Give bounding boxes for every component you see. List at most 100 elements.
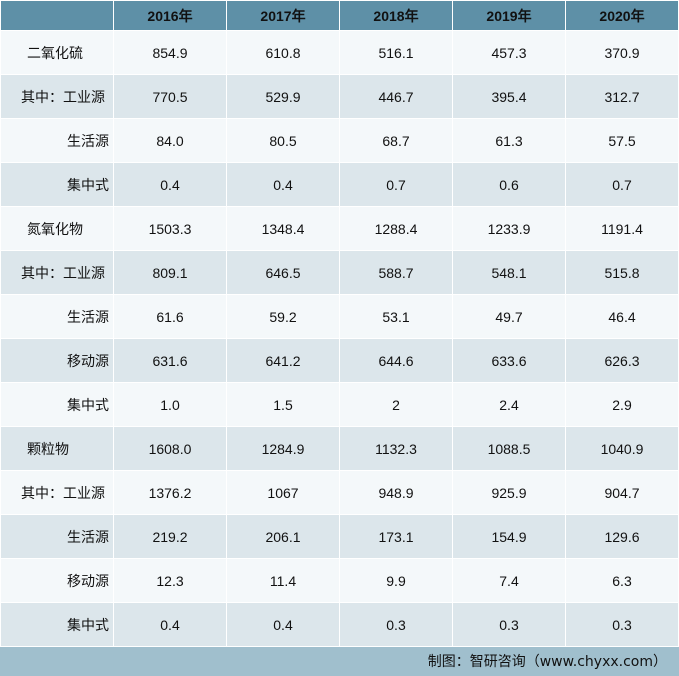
- table-row: 移动源 631.6 641.2 644.6 633.6 626.3: [0, 338, 679, 383]
- table-cell: 1191.4: [565, 206, 679, 251]
- table-cell: 904.7: [565, 470, 679, 515]
- table-cell: 0.4: [226, 162, 340, 207]
- table-cell: 548.1: [452, 250, 566, 295]
- table-row: 二氧化硫 854.9 610.8 516.1 457.3 370.9: [0, 30, 679, 75]
- table-cell: 1088.5: [452, 426, 566, 471]
- row-label: 集中式: [0, 602, 114, 647]
- table-cell: 948.9: [339, 470, 453, 515]
- table-cell: 395.4: [452, 74, 566, 119]
- table-row: 集中式 0.4 0.4 0.7 0.6 0.7: [0, 162, 679, 207]
- table-cell: 515.8: [565, 250, 679, 295]
- table-cell: 2: [339, 382, 453, 427]
- table-cell: 610.8: [226, 30, 340, 75]
- table-cell: 588.7: [339, 250, 453, 295]
- table-row: 其中：工业源 809.1 646.5 588.7 548.1 515.8: [0, 250, 679, 295]
- table-row: 其中：工业源 1376.2 1067 948.9 925.9 904.7: [0, 470, 679, 515]
- table-cell: 0.3: [565, 602, 679, 647]
- table-cell: 1503.3: [113, 206, 227, 251]
- table-cell: 312.7: [565, 74, 679, 119]
- table-cell: 854.9: [113, 30, 227, 75]
- table-cell: 59.2: [226, 294, 340, 339]
- table-cell: 0.3: [452, 602, 566, 647]
- row-label: 生活源: [0, 514, 114, 559]
- table-cell: 1376.2: [113, 470, 227, 515]
- table-cell: 809.1: [113, 250, 227, 295]
- table-cell: 770.5: [113, 74, 227, 119]
- table-cell: 925.9: [452, 470, 566, 515]
- table-row: 集中式 0.4 0.4 0.3 0.3 0.3: [0, 602, 679, 647]
- row-label: 集中式: [0, 382, 114, 427]
- table-row: 氮氧化物 1503.3 1348.4 1288.4 1233.9 1191.4: [0, 206, 679, 251]
- header-corner: [0, 0, 114, 31]
- column-header: 2016年: [113, 0, 227, 31]
- table-cell: 2.9: [565, 382, 679, 427]
- table-cell: 219.2: [113, 514, 227, 559]
- row-label: 生活源: [0, 118, 114, 163]
- table-cell: 1288.4: [339, 206, 453, 251]
- table-cell: 1284.9: [226, 426, 340, 471]
- table-cell: 1067: [226, 470, 340, 515]
- table-cell: 6.3: [565, 558, 679, 603]
- row-label: 颗粒物: [0, 426, 114, 471]
- table-row: 颗粒物 1608.0 1284.9 1132.3 1088.5 1040.9: [0, 426, 679, 471]
- table-cell: 446.7: [339, 74, 453, 119]
- row-label: 集中式: [0, 162, 114, 207]
- column-header: 2020年: [565, 0, 679, 31]
- table-cell: 7.4: [452, 558, 566, 603]
- table-cell: 631.6: [113, 338, 227, 383]
- table-cell: 516.1: [339, 30, 453, 75]
- table-cell: 129.6: [565, 514, 679, 559]
- table-row: 移动源 12.3 11.4 9.9 7.4 6.3: [0, 558, 679, 603]
- column-header: 2019年: [452, 0, 566, 31]
- table-cell: 644.6: [339, 338, 453, 383]
- table-cell: 0.3: [339, 602, 453, 647]
- row-label: 其中：工业源: [0, 74, 114, 119]
- table-cell: 1608.0: [113, 426, 227, 471]
- row-label: 移动源: [0, 558, 114, 603]
- column-header: 2017年: [226, 0, 340, 31]
- table-cell: 1040.9: [565, 426, 679, 471]
- row-label: 其中：工业源: [0, 250, 114, 295]
- emissions-table: 2016年 2017年 2018年 2019年 2020年 二氧化硫 854.9 610.8…: [0, 0, 679, 647]
- table-cell: 1348.4: [226, 206, 340, 251]
- table-cell: 49.7: [452, 294, 566, 339]
- table-cell: 0.7: [565, 162, 679, 207]
- row-label: 氮氧化物: [0, 206, 114, 251]
- table-cell: 61.3: [452, 118, 566, 163]
- table-cell: 641.2: [226, 338, 340, 383]
- table-cell: 0.4: [113, 162, 227, 207]
- table-cell: 84.0: [113, 118, 227, 163]
- table-row: 集中式 1.0 1.5 2 2.4 2.9: [0, 382, 679, 427]
- row-label: 其中：工业源: [0, 470, 114, 515]
- table-row: 生活源 84.0 80.5 68.7 61.3 57.5: [0, 118, 679, 163]
- table-cell: 2.4: [452, 382, 566, 427]
- table-cell: 68.7: [339, 118, 453, 163]
- table-row: 生活源 219.2 206.1 173.1 154.9 129.6: [0, 514, 679, 559]
- row-label: 生活源: [0, 294, 114, 339]
- row-label: 移动源: [0, 338, 114, 383]
- table-cell: 9.9: [339, 558, 453, 603]
- table-cell: 0.7: [339, 162, 453, 207]
- table-cell: 12.3: [113, 558, 227, 603]
- table-cell: 370.9: [565, 30, 679, 75]
- table-cell: 46.4: [565, 294, 679, 339]
- table-cell: 206.1: [226, 514, 340, 559]
- table-cell: 529.9: [226, 74, 340, 119]
- table-cell: 633.6: [452, 338, 566, 383]
- table-cell: 457.3: [452, 30, 566, 75]
- table-cell: 0.6: [452, 162, 566, 207]
- table-cell: 1132.3: [339, 426, 453, 471]
- table-cell: 626.3: [565, 338, 679, 383]
- table-cell: 80.5: [226, 118, 340, 163]
- table-cell: 57.5: [565, 118, 679, 163]
- table-cell: 646.5: [226, 250, 340, 295]
- table-cell: 53.1: [339, 294, 453, 339]
- column-header: 2018年: [339, 0, 453, 31]
- table-cell: 173.1: [339, 514, 453, 559]
- table-row: 生活源 61.6 59.2 53.1 49.7 46.4: [0, 294, 679, 339]
- table-cell: 1.5: [226, 382, 340, 427]
- row-label: 二氧化硫: [0, 30, 114, 75]
- table-cell: 11.4: [226, 558, 340, 603]
- table-cell: 1.0: [113, 382, 227, 427]
